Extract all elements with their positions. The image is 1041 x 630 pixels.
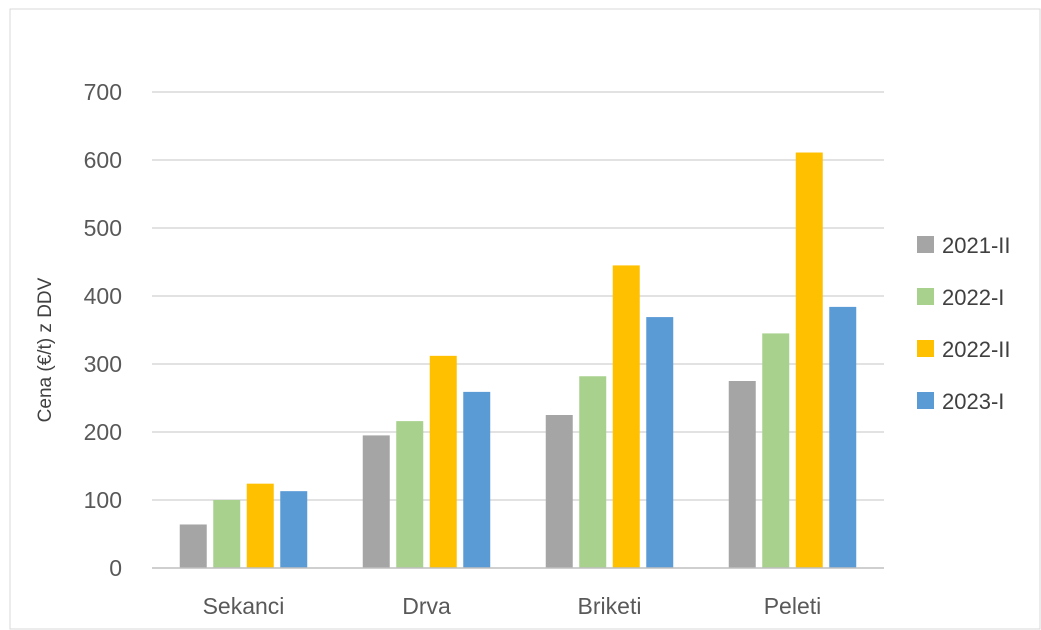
bar-2022-II-Peleti — [795, 152, 823, 568]
y-tick-label: 500 — [84, 215, 122, 241]
y-tick-label: 400 — [84, 283, 122, 309]
legend-label: 2023-I — [942, 389, 1004, 414]
bar-2021-II-Drva — [362, 435, 390, 568]
x-category-label: Sekanci — [203, 593, 285, 619]
bar-2021-II-Sekanci — [179, 524, 207, 568]
x-category-label: Briketi — [578, 593, 642, 619]
bar-2022-II-Sekanci — [246, 483, 274, 568]
legend-swatch — [917, 392, 934, 409]
bar-2022-II-Briketi — [612, 265, 640, 568]
chart-frame — [9, 8, 1041, 630]
legend-label: 2021-II — [942, 233, 1011, 258]
bar-2023-I-Sekanci — [280, 491, 308, 568]
y-tick-label: 300 — [84, 351, 122, 377]
legend-swatch — [917, 288, 934, 305]
legend-swatch — [917, 236, 934, 253]
bar-2023-I-Peleti — [829, 306, 857, 568]
bar-2022-I-Drva — [396, 421, 424, 568]
x-axis-labels: Sekanci Drva Briketi Peleti — [203, 593, 822, 619]
bar-2022-I-Briketi — [579, 376, 607, 568]
y-axis-ticks: 0 100 200 300 400 500 600 700 — [84, 79, 122, 581]
bar-2021-II-Peleti — [728, 381, 756, 568]
y-tick-label: 200 — [84, 419, 122, 445]
bars — [179, 152, 857, 568]
y-axis-title: Cena (€/t) z DDV — [35, 277, 56, 422]
y-tick-label: 100 — [84, 487, 122, 513]
bar-2023-I-Briketi — [646, 317, 674, 568]
bar-2022-I-Peleti — [762, 333, 790, 568]
bar-2022-II-Drva — [429, 355, 457, 568]
legend-label: 2022-II — [942, 337, 1011, 362]
gridlines — [152, 91, 884, 501]
y-tick-label: 700 — [84, 79, 122, 105]
y-tick-label: 0 — [109, 555, 122, 581]
bar-2023-I-Drva — [463, 391, 491, 568]
bar-2022-I-Sekanci — [213, 500, 241, 568]
x-category-label: Drva — [402, 593, 451, 619]
legend-label: 2022-I — [942, 285, 1004, 310]
legend-swatch — [917, 340, 934, 357]
legend: 2021-II 2022-I 2022-II 2023-I — [917, 233, 1011, 414]
bar-2021-II-Briketi — [545, 415, 573, 568]
y-tick-label: 600 — [84, 147, 122, 173]
x-category-label: Peleti — [764, 593, 822, 619]
